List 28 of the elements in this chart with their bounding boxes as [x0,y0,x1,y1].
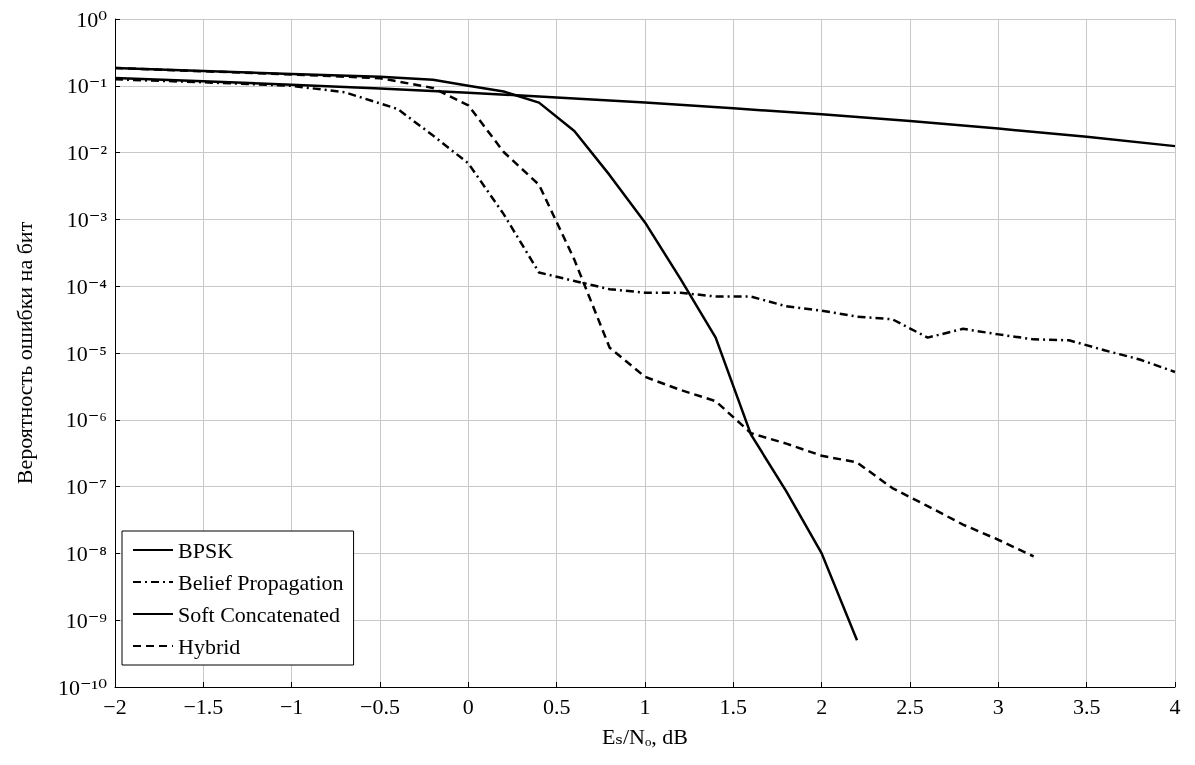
x-tick-label: −0.5 [360,693,400,719]
y-tick-label: 10⁻² [66,140,108,166]
x-tick-label: 1 [639,693,651,719]
y-tick-label: 10⁻³ [66,206,108,232]
y-tick-label: 10⁻⁷ [65,474,107,500]
legend-label: Soft Concatenated [178,601,340,627]
y-tick-label: 10⁻¹ [66,73,107,99]
x-tick-label: 3 [992,693,1004,719]
x-tick-label: 0.5 [542,693,571,719]
x-axis-title: Eₛ/Nₒ, dB [602,723,688,749]
y-axis-title: Вероятность ошибки на бит [11,221,37,485]
y-tick-label: 10⁰ [76,6,108,32]
y-tick-label: 10⁻⁶ [65,407,107,433]
x-tick-label: 4 [1169,693,1181,719]
x-tick-label: 2.5 [896,693,924,719]
x-tick-label: −1 [279,693,304,719]
y-tick-label: 10⁻⁵ [65,340,107,366]
x-tick-label: −1.5 [183,693,224,719]
legend-label: BPSK [178,537,234,563]
x-tick-label: 0 [462,693,474,719]
x-tick-label: 2 [816,693,828,719]
legend-label: Belief Propagation [178,569,344,595]
legend-label: Hybrid [178,633,241,659]
x-tick-label: 3.5 [1072,693,1101,719]
y-tick-label: 10⁻⁸ [65,540,107,566]
y-tick-label: 10⁻⁴ [65,273,108,299]
y-tick-label: 10⁻⁹ [65,607,108,633]
x-tick-label: 1.5 [719,693,748,719]
